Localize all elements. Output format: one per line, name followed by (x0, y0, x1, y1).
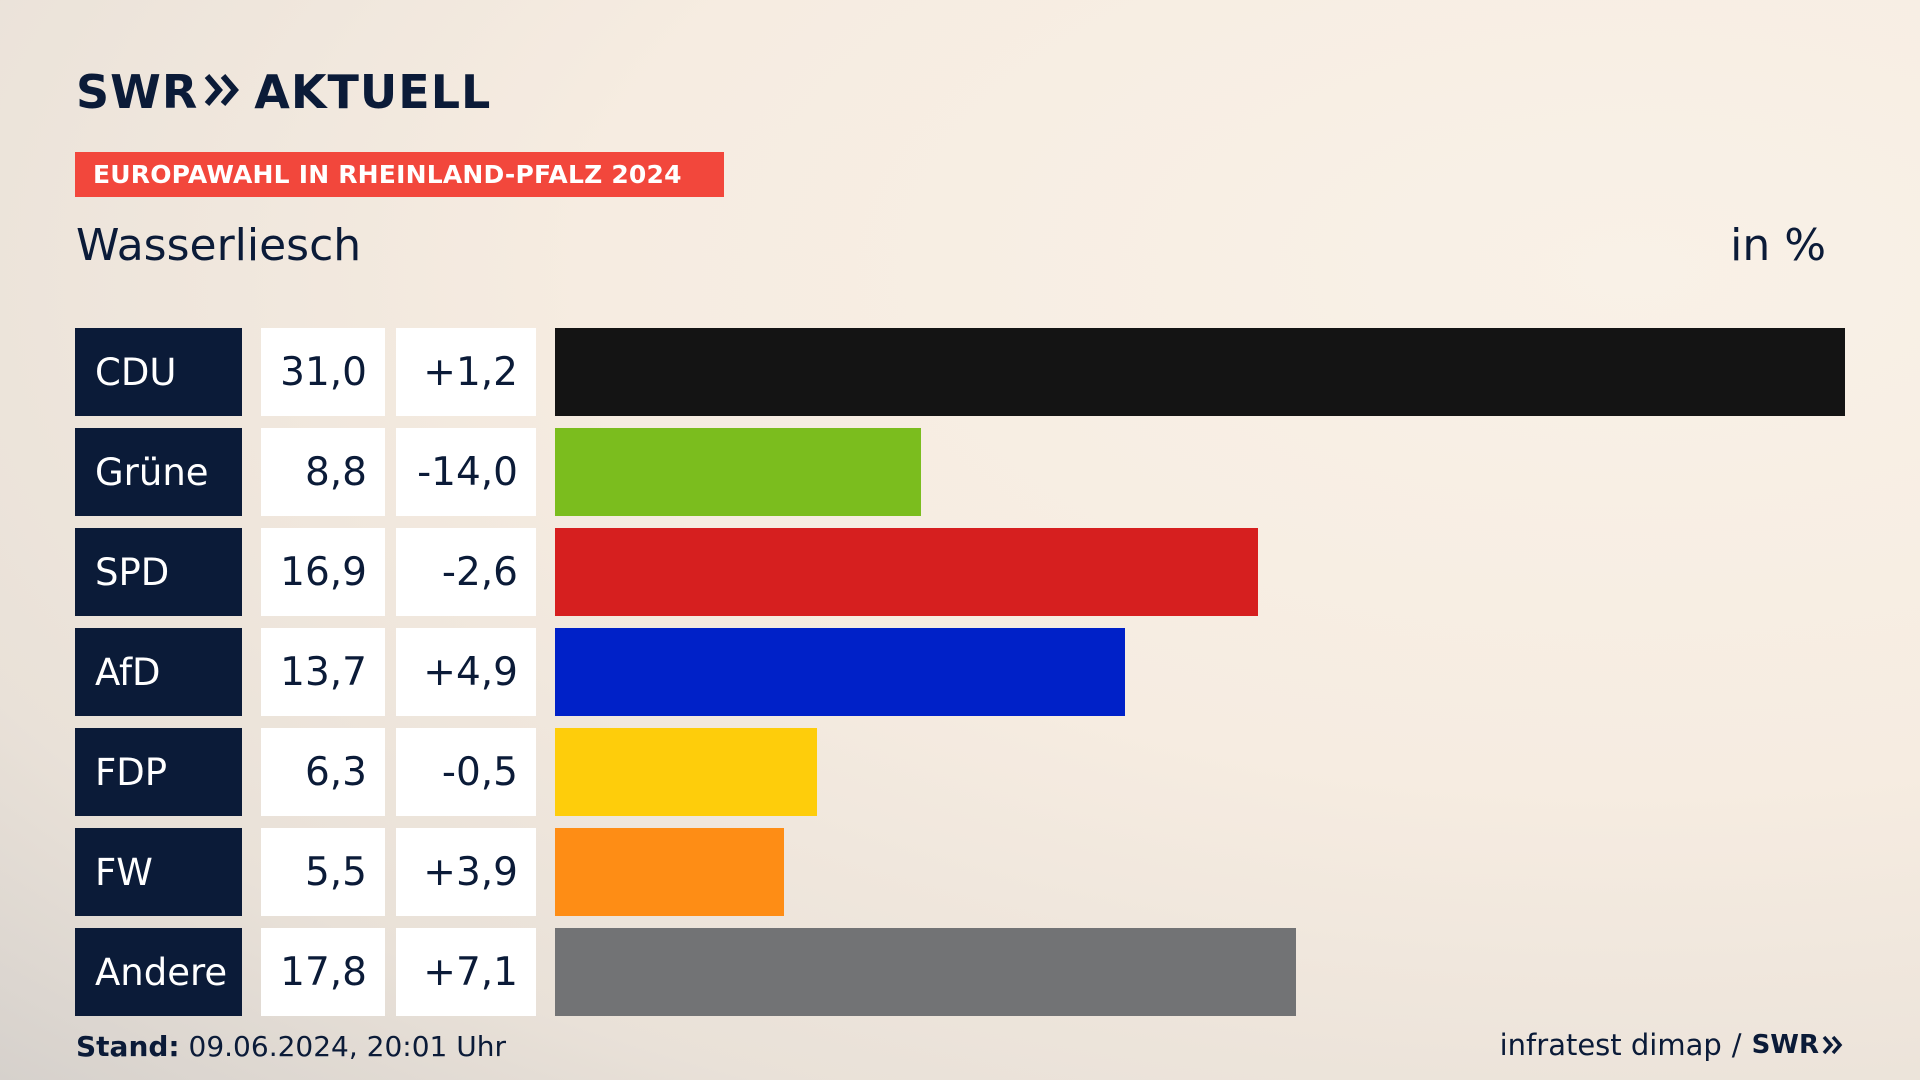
source-credit: infratest dimap / SWR (1500, 1028, 1844, 1062)
source-text: infratest dimap (1499, 1028, 1722, 1062)
vote-share-label: 6,3 (261, 728, 385, 816)
change-label: -2,6 (396, 528, 536, 616)
change-label: -0,5 (396, 728, 536, 816)
logo-swr-text: SWR (76, 65, 199, 119)
vote-share-label: 17,8 (261, 928, 385, 1016)
party-label: SPD (75, 528, 242, 616)
swr-aktuell-logo: SWR AKTUELL (76, 65, 492, 119)
result-bar (555, 528, 1258, 616)
timestamp: Stand: 09.06.2024, 20:01 Uhr (76, 1030, 506, 1063)
change-label: +3,9 (396, 828, 536, 916)
result-bar (555, 728, 817, 816)
result-bar (555, 328, 1845, 416)
small-chevron-icon (1822, 1028, 1844, 1062)
party-label: FW (75, 828, 242, 916)
party-label: FDP (75, 728, 242, 816)
source-separator: / (1731, 1028, 1742, 1062)
result-bar (555, 928, 1296, 1016)
party-label: CDU (75, 328, 242, 416)
vote-share-label: 16,9 (261, 528, 385, 616)
result-bar (555, 828, 784, 916)
stand-value: 09.06.2024, 20:01 Uhr (188, 1030, 506, 1063)
banner-text: EUROPAWAHL IN RHEINLAND-PFALZ 2024 (93, 160, 682, 189)
election-banner: EUROPAWAHL IN RHEINLAND-PFALZ 2024 (75, 152, 724, 197)
unit-label: in % (1730, 220, 1826, 271)
change-label: -14,0 (396, 428, 536, 516)
municipality-title: Wasserliesch (76, 220, 362, 271)
vote-share-label: 5,5 (261, 828, 385, 916)
stand-label: Stand: (76, 1030, 180, 1063)
vote-share-label: 8,8 (261, 428, 385, 516)
party-label: Grüne (75, 428, 242, 516)
party-label: Andere (75, 928, 242, 1016)
logo-aktuell-text: AKTUELL (254, 65, 492, 119)
vote-share-label: 13,7 (261, 628, 385, 716)
change-label: +1,2 (396, 328, 536, 416)
result-bar (555, 628, 1125, 716)
vote-share-label: 31,0 (261, 328, 385, 416)
result-bar (555, 428, 921, 516)
source-brand: SWR (1751, 1030, 1819, 1060)
change-label: +4,9 (396, 628, 536, 716)
change-label: +7,1 (396, 928, 536, 1016)
double-chevron-icon (204, 73, 240, 111)
party-label: AfD (75, 628, 242, 716)
